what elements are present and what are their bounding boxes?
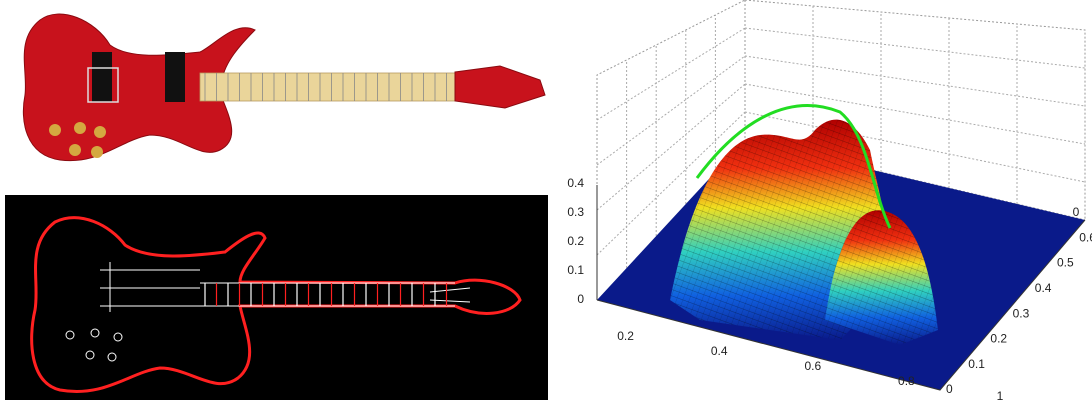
guitar-neck (200, 73, 458, 101)
knob (69, 144, 81, 156)
y-tick-label: 0.3 (1013, 306, 1030, 320)
guitar-photo (23, 14, 545, 161)
knob (91, 146, 103, 158)
x-tick-label: 0.4 (711, 344, 728, 358)
x-tick-label: 0.6 (804, 359, 821, 373)
y-tick-label: 0.6 (1079, 230, 1092, 244)
wall-grid-line (745, 84, 1085, 144)
pickup (92, 52, 112, 102)
wall-grid-line (597, 28, 745, 120)
y-tick-label: 0.1 (968, 357, 985, 371)
page: {"figure": {"plot": {"zticks": [0, 0.1, … (0, 0, 1092, 404)
surface-plot: 0 0 0.1 0.2 0.3 0.4 0.2 0.4 0.6 0.8 1 0 0.1 0.2 0.3 0.… (567, 0, 1092, 403)
z-tick-label: 0.4 (567, 176, 584, 190)
x-tick-label: 1 (997, 389, 1004, 403)
x-tick-label: 0.2 (617, 329, 634, 343)
z-tick-label: 0.1 (567, 263, 584, 277)
z-tick-label: 0.2 (567, 234, 584, 248)
y-tick-label: 0.2 (990, 332, 1007, 346)
z-tick-label: 0.3 (567, 205, 584, 219)
knob (74, 122, 86, 134)
knob (49, 124, 61, 136)
knob (94, 126, 106, 138)
y-tick-label: 0.5 (1057, 256, 1074, 270)
y-tick-label: 0 (946, 382, 953, 396)
y-tick-label: 0.4 (1035, 281, 1052, 295)
guitar-headstock (455, 66, 545, 108)
wall-grid-line (745, 28, 1085, 68)
y-far-label: 0 (1073, 205, 1080, 219)
x-tick-label: 0.8 (898, 374, 915, 388)
wall-grid-line (745, 56, 1085, 106)
z-tick-label: 0 (577, 292, 584, 306)
edge-map-background (5, 195, 548, 400)
pickup (165, 52, 185, 102)
figure: 0 0 0.1 0.2 0.3 0.4 0.2 0.4 0.6 0.8 1 0 0.1 0.2 0.3 0.… (0, 0, 1092, 404)
